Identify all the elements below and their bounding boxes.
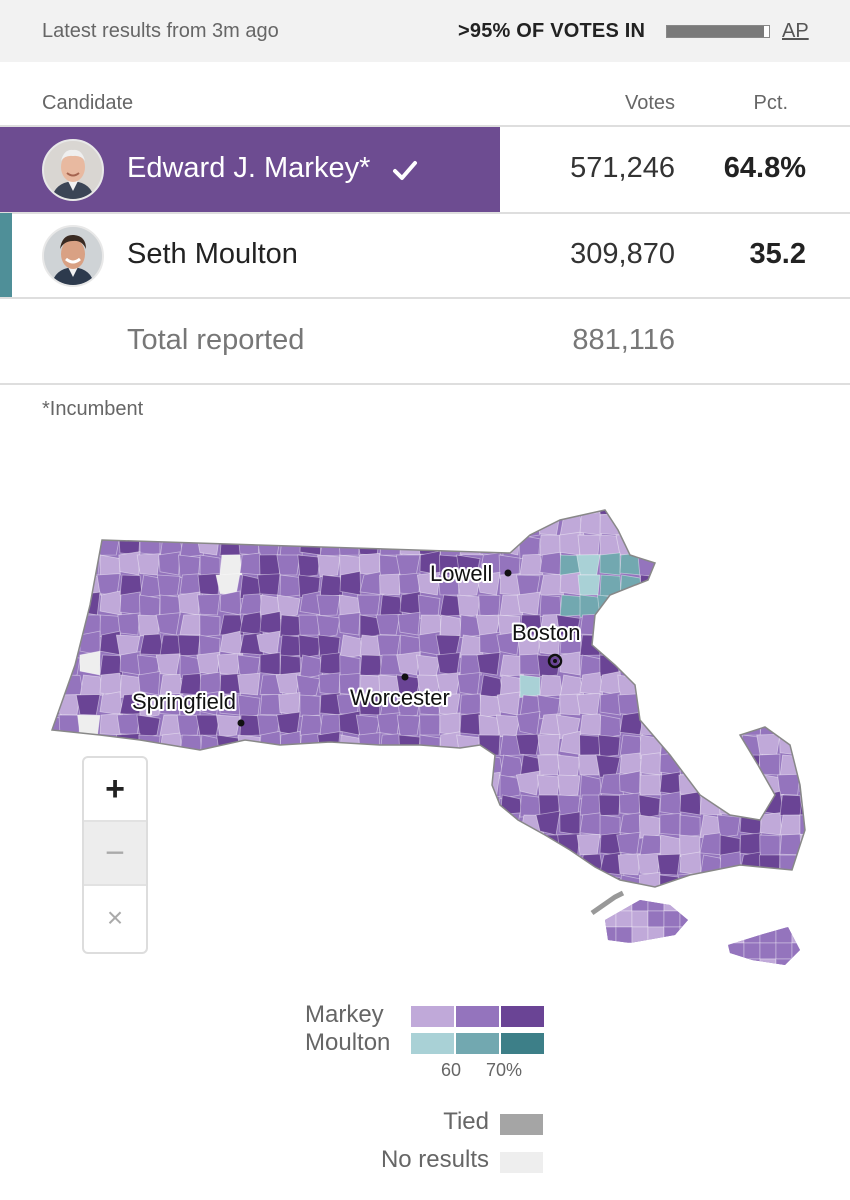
table-divider bbox=[0, 383, 850, 385]
legend-swatch bbox=[501, 1033, 544, 1054]
winner-check-icon bbox=[393, 161, 417, 180]
candidate-row-markey: Edward J. Markey* 571,246 64.8% bbox=[0, 127, 850, 213]
legend-markey-label: Markey bbox=[305, 1001, 384, 1028]
svg-text:Worcester: Worcester bbox=[350, 685, 450, 710]
state-outline bbox=[50, 509, 806, 888]
candidate-name: Edward J. Markey* bbox=[127, 152, 371, 184]
column-header-pct: Pct. bbox=[753, 92, 788, 114]
total-label: Total reported bbox=[127, 324, 305, 356]
votes-in-text: >95% OF VOTES IN bbox=[458, 20, 646, 42]
reporting-progress-bar bbox=[666, 25, 770, 38]
legend-swatch bbox=[456, 1033, 499, 1054]
svg-text:Lowell: Lowell bbox=[430, 561, 492, 586]
islands bbox=[605, 900, 800, 965]
last-updated-text: Latest results from 3m ago bbox=[42, 20, 279, 42]
candidate-pct: 64.8% bbox=[723, 152, 806, 184]
legend-tied-swatch bbox=[500, 1114, 543, 1135]
legend-no-results-swatch bbox=[500, 1152, 543, 1173]
markey-avatar bbox=[42, 139, 104, 201]
elizabeth-islands bbox=[590, 890, 625, 916]
map-zoom-controls: + − × bbox=[82, 756, 148, 954]
legend-swatch bbox=[501, 1006, 544, 1027]
legend-tick-70: 70% bbox=[486, 1060, 523, 1080]
incumbent-footnote: *Incumbent bbox=[42, 398, 144, 420]
moulton-avatar bbox=[42, 225, 104, 287]
city-springfield: Springfield bbox=[130, 687, 245, 727]
column-header-votes: Votes bbox=[624, 92, 675, 114]
candidate-votes: 571,246 bbox=[570, 152, 675, 184]
table-divider bbox=[0, 212, 850, 214]
candidate-name: Seth Moulton bbox=[127, 238, 298, 270]
source-link[interactable]: AP bbox=[782, 20, 809, 42]
city-lowell: Lowell bbox=[428, 559, 512, 588]
zoom-in-button[interactable]: + bbox=[84, 758, 146, 822]
legend-swatch bbox=[411, 1006, 454, 1027]
legend-tied-label: Tied bbox=[443, 1108, 489, 1135]
candidate-votes: 309,870 bbox=[570, 238, 675, 270]
reset-zoom-button[interactable]: × bbox=[106, 902, 124, 933]
legend-swatch bbox=[456, 1006, 499, 1027]
table-divider bbox=[0, 297, 850, 299]
city-boston: Boston bbox=[510, 618, 583, 669]
legend-tick-60: 60 bbox=[441, 1060, 462, 1080]
total-row: Total reported 881,116 bbox=[0, 299, 850, 385]
svg-text:Boston: Boston bbox=[512, 620, 581, 645]
candidate-row-moulton: Seth Moulton 309,870 35.2 bbox=[0, 213, 850, 299]
zoom-out-button[interactable]: − bbox=[84, 822, 146, 886]
legend-no-results-label: No results bbox=[380, 1146, 489, 1173]
legend-moulton-label: Moulton bbox=[305, 1029, 391, 1056]
results-status-bar: Latest results from 3m ago >95% OF VOTES… bbox=[0, 0, 850, 62]
candidate-pct: 35.2 bbox=[749, 238, 806, 270]
massachusetts-results-map[interactable]: Lowell Boston Worcester Springfield bbox=[40, 495, 820, 985]
table-divider bbox=[0, 125, 850, 127]
candidate-color-bar bbox=[0, 213, 12, 299]
column-header-candidate: Candidate bbox=[42, 92, 134, 114]
legend-swatch bbox=[411, 1033, 454, 1054]
svg-text:Springfield: Springfield bbox=[132, 689, 236, 714]
city-worcester: Worcester bbox=[348, 673, 452, 712]
total-votes: 881,116 bbox=[572, 324, 675, 356]
